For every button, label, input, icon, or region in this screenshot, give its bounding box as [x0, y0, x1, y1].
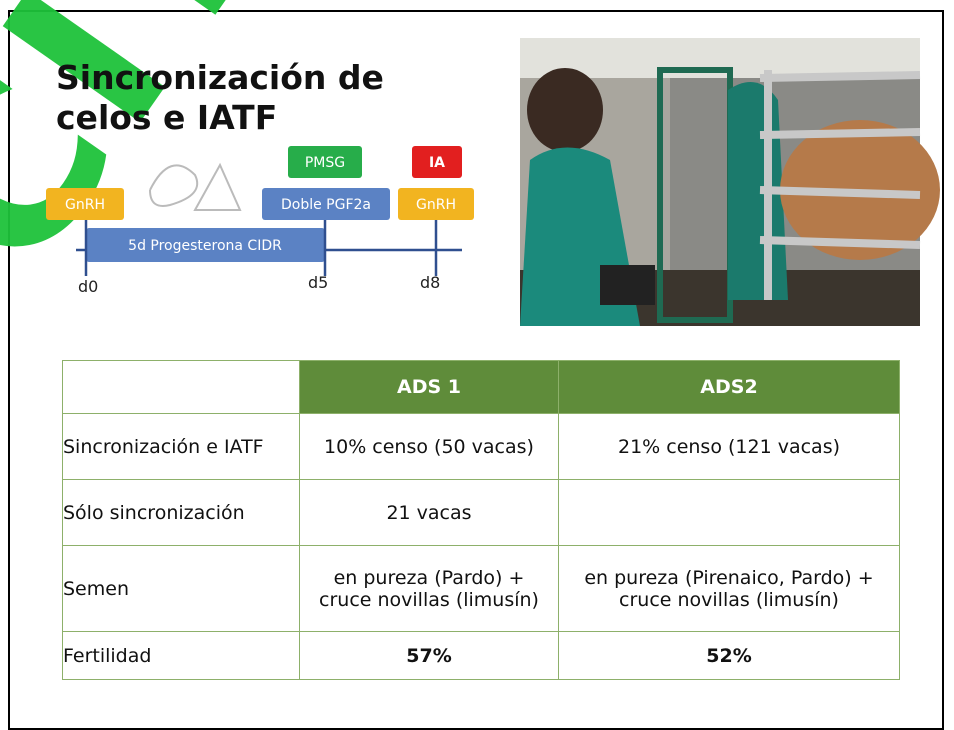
box	[262, 188, 390, 220]
box	[398, 188, 474, 220]
table: ADS 1 ADS2 Sincronización e IATF 10% cen…	[62, 360, 900, 680]
label: PMSG	[305, 155, 345, 171]
row: Fertilidad 57% 52%	[62, 631, 900, 680]
cell	[558, 479, 900, 546]
cell-line: en pureza (Pardo) +	[333, 566, 525, 589]
cell: en pureza (Pirenaico, Pardo) + cruce novi…	[558, 545, 900, 632]
label: GnRH	[416, 197, 456, 213]
title-line: celos e IATF	[56, 98, 278, 137]
cell: en pureza (Pardo) + cruce novillas (limus…	[299, 545, 559, 632]
title-line: Sincronización de	[56, 58, 384, 97]
cell-line: cruce novillas (limusín)	[619, 588, 839, 611]
box	[46, 188, 124, 220]
cell-line: cruce novillas (limusín)	[319, 588, 539, 611]
photo	[520, 38, 940, 326]
row: Sincronización e IATF 10% censo (50 vaca…	[62, 413, 900, 480]
header-cell: ADS 1	[299, 360, 559, 414]
cell: Sincronización e IATF	[62, 413, 300, 480]
cell-line: en pureza (Pirenaico, Pardo) +	[584, 566, 874, 589]
label: GnRH	[65, 197, 105, 213]
ticks	[84, 220, 438, 276]
label: d8	[420, 273, 440, 292]
title: Sincronización de celos e IATF	[56, 58, 384, 138]
label: d0	[78, 277, 98, 296]
cell: 21% censo (121 vacas)	[558, 413, 900, 480]
cell: Sólo sincronización	[62, 479, 300, 546]
cell: 57%	[299, 631, 559, 680]
cidr-bar	[86, 228, 325, 262]
icon	[149, 162, 242, 211]
cell: Semen	[62, 545, 300, 632]
label: IA	[429, 155, 445, 171]
header-row: ADS 1 ADS2	[62, 360, 900, 414]
cell: 21 vacas	[299, 479, 559, 546]
box	[412, 146, 462, 178]
cell: Fertilidad	[62, 631, 300, 680]
box	[288, 146, 362, 178]
header-cell	[62, 360, 300, 414]
row: Semen en pureza (Pardo) + cruce novillas …	[62, 545, 900, 632]
label: 5d Progesterona CIDR	[128, 238, 282, 254]
cell: 10% censo (50 vacas)	[299, 413, 559, 480]
label: Doble PGF2a	[281, 197, 371, 213]
label: d5	[308, 273, 328, 292]
cell: 52%	[558, 631, 900, 680]
header-cell: ADS2	[558, 360, 900, 414]
row: Sólo sincronización 21 vacas	[62, 479, 900, 546]
